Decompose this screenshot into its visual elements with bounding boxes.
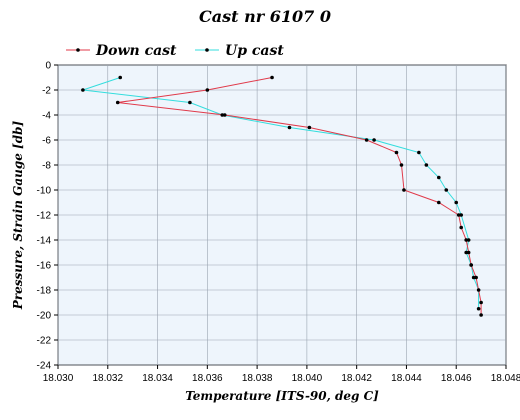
data-point-up-cast bbox=[454, 200, 459, 205]
data-point-up-cast bbox=[466, 238, 471, 242]
data-point-up-cast bbox=[444, 188, 449, 192]
data-point-up-cast bbox=[476, 288, 481, 292]
y-tick-label: -14 bbox=[37, 236, 52, 247]
y-tick-label: -18 bbox=[37, 286, 52, 297]
data-point-down-cast bbox=[437, 200, 441, 205]
y-tick-label: -22 bbox=[37, 336, 52, 347]
legend-marker-down-cast bbox=[76, 48, 80, 52]
legend: Down cast Up cast bbox=[66, 43, 284, 59]
y-tick-label: -20 bbox=[37, 311, 52, 322]
y-tick-label: -16 bbox=[37, 261, 52, 272]
data-point-up-cast bbox=[464, 250, 468, 255]
x-tick-label: 18.034 bbox=[142, 373, 173, 384]
x-tick-label: 18.038 bbox=[242, 373, 273, 384]
data-point-up-cast bbox=[471, 275, 476, 280]
x-tick-label: 18.040 bbox=[292, 373, 323, 384]
x-tick-label: 18.046 bbox=[441, 373, 472, 384]
data-point-up-cast bbox=[372, 138, 376, 142]
y-tick-label: -10 bbox=[37, 186, 52, 197]
data-point-down-cast bbox=[115, 100, 120, 105]
x-tick-label: 18.032 bbox=[92, 373, 123, 384]
y-tick-label: -8 bbox=[42, 161, 51, 172]
data-point-down-cast bbox=[222, 113, 227, 117]
x-tick-label: 18.044 bbox=[391, 373, 422, 384]
chart-title: Cast nr 6107 0 bbox=[199, 7, 331, 26]
data-point-up-cast bbox=[476, 306, 481, 311]
series-line-down-cast bbox=[117, 77, 482, 315]
data-point-down-cast bbox=[364, 138, 369, 142]
data-point-up-cast bbox=[424, 163, 429, 167]
data-point-down-cast bbox=[464, 238, 468, 242]
y-tick-label: 0 bbox=[45, 61, 51, 72]
y-tick-label: -4 bbox=[42, 111, 51, 122]
series-lines bbox=[82, 77, 482, 315]
data-point-down-cast bbox=[474, 275, 478, 280]
y-tick-label: -24 bbox=[37, 361, 52, 372]
y-axis-ticks: 0 -2 -4 -6 -8 -10 -12 -14 -16 -18 -20 -22 -24 bbox=[37, 61, 58, 372]
data-point-down-cast bbox=[307, 125, 312, 130]
data-point-down-cast bbox=[402, 188, 406, 192]
grid bbox=[57, 64, 507, 366]
data-point-up-cast bbox=[417, 150, 421, 155]
data-point-down-cast bbox=[479, 313, 483, 317]
data-point-up-cast bbox=[469, 263, 473, 267]
y-tick-label: -12 bbox=[37, 211, 52, 222]
data-point-down-cast bbox=[466, 250, 471, 255]
legend-label-down-cast: Down cast bbox=[95, 43, 177, 59]
x-axis-ticks: 18.030 18.032 18.034 18.036 18.038 18.040 18.0… bbox=[43, 365, 520, 384]
legend-marker-up-cast bbox=[205, 48, 209, 52]
data-point-down-cast bbox=[394, 150, 399, 155]
x-tick-label: 18.036 bbox=[192, 373, 223, 384]
data-point-up-cast bbox=[220, 113, 225, 117]
data-point-down-cast bbox=[205, 88, 210, 92]
data-point-down-cast bbox=[459, 225, 464, 230]
data-point-down-cast bbox=[399, 163, 404, 167]
data-point-down-cast bbox=[456, 213, 461, 217]
data-point-up-cast bbox=[459, 213, 464, 217]
data-point-up-cast bbox=[287, 125, 292, 130]
y-tick-label: -6 bbox=[42, 136, 51, 147]
data-point-up-cast bbox=[81, 88, 85, 92]
data-point-down-cast bbox=[270, 75, 274, 80]
x-tick-label: 18.048 bbox=[491, 373, 520, 384]
series-points bbox=[81, 75, 483, 317]
x-tick-label: 18.030 bbox=[43, 373, 74, 384]
legend-label-up-cast: Up cast bbox=[225, 43, 284, 59]
data-point-up-cast bbox=[437, 175, 441, 180]
y-axis-title: Pressure, Strain Gauge [db] bbox=[11, 120, 25, 310]
y-tick-label: -2 bbox=[42, 86, 51, 97]
x-tick-label: 18.042 bbox=[341, 373, 372, 384]
data-point-down-cast bbox=[479, 300, 483, 305]
data-point-up-cast bbox=[188, 100, 192, 105]
x-axis-title: Temperature [ITS-90, deg C] bbox=[185, 389, 379, 403]
data-point-up-cast bbox=[118, 75, 123, 80]
